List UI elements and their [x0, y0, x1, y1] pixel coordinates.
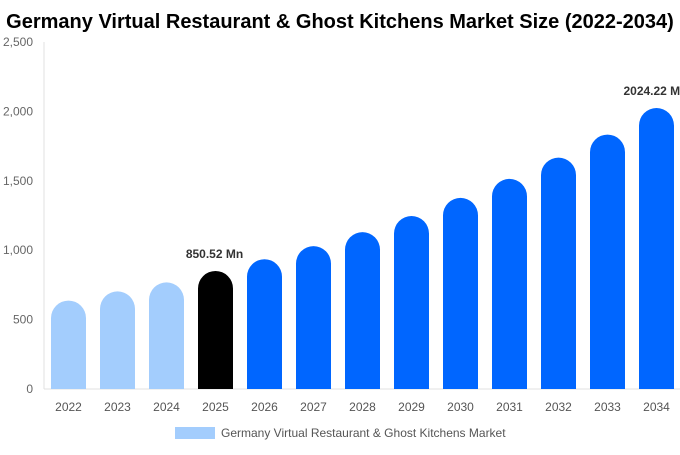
- bar-2032: [541, 157, 576, 389]
- bar-2034: [639, 108, 674, 389]
- x-tick-label: 2028: [349, 400, 376, 414]
- x-tick-label: 2032: [545, 400, 572, 414]
- chart-title: Germany Virtual Restaurant & Ghost Kitch…: [6, 11, 674, 33]
- bar-2030: [443, 197, 478, 389]
- data-label: 850.52 Mn: [186, 247, 243, 261]
- x-tick-label: 2024: [153, 400, 180, 414]
- x-tick-label: 2033: [594, 400, 621, 414]
- bar-2031: [492, 178, 527, 389]
- x-tick-label: 2022: [55, 400, 82, 414]
- y-tick-label: 2,500: [3, 35, 33, 49]
- x-tick-label: 2025: [202, 400, 229, 414]
- bar-2024: [149, 282, 184, 389]
- x-tick-label: 2031: [496, 400, 523, 414]
- bar-2025: [198, 270, 233, 389]
- y-tick-label: 2,000: [3, 104, 33, 118]
- bar-2022: [51, 300, 86, 389]
- data-label: 2024.22 Mn: [623, 84, 680, 98]
- x-tick-label: 2030: [447, 400, 474, 414]
- bar-2033: [590, 134, 625, 389]
- x-tick-label: 2023: [104, 400, 131, 414]
- y-tick-label: 1,000: [3, 243, 33, 257]
- bar-2028: [345, 232, 380, 389]
- x-tick-label: 2034: [643, 400, 670, 414]
- y-tick-label: 0: [26, 382, 33, 396]
- y-tick-label: 500: [13, 313, 33, 327]
- bar-2029: [394, 216, 429, 389]
- x-tick-label: 2026: [251, 400, 278, 414]
- x-tick-label: 2027: [300, 400, 327, 414]
- legend: Germany Virtual Restaurant & Ghost Kitch…: [175, 426, 506, 440]
- y-tick-label: 1,500: [3, 174, 33, 188]
- bar-2027: [296, 246, 331, 389]
- legend-swatch: [175, 427, 215, 439]
- bar-2026: [247, 259, 282, 389]
- legend-label: Germany Virtual Restaurant & Ghost Kitch…: [221, 426, 506, 440]
- bar-2023: [100, 291, 135, 389]
- x-tick-label: 2029: [398, 400, 425, 414]
